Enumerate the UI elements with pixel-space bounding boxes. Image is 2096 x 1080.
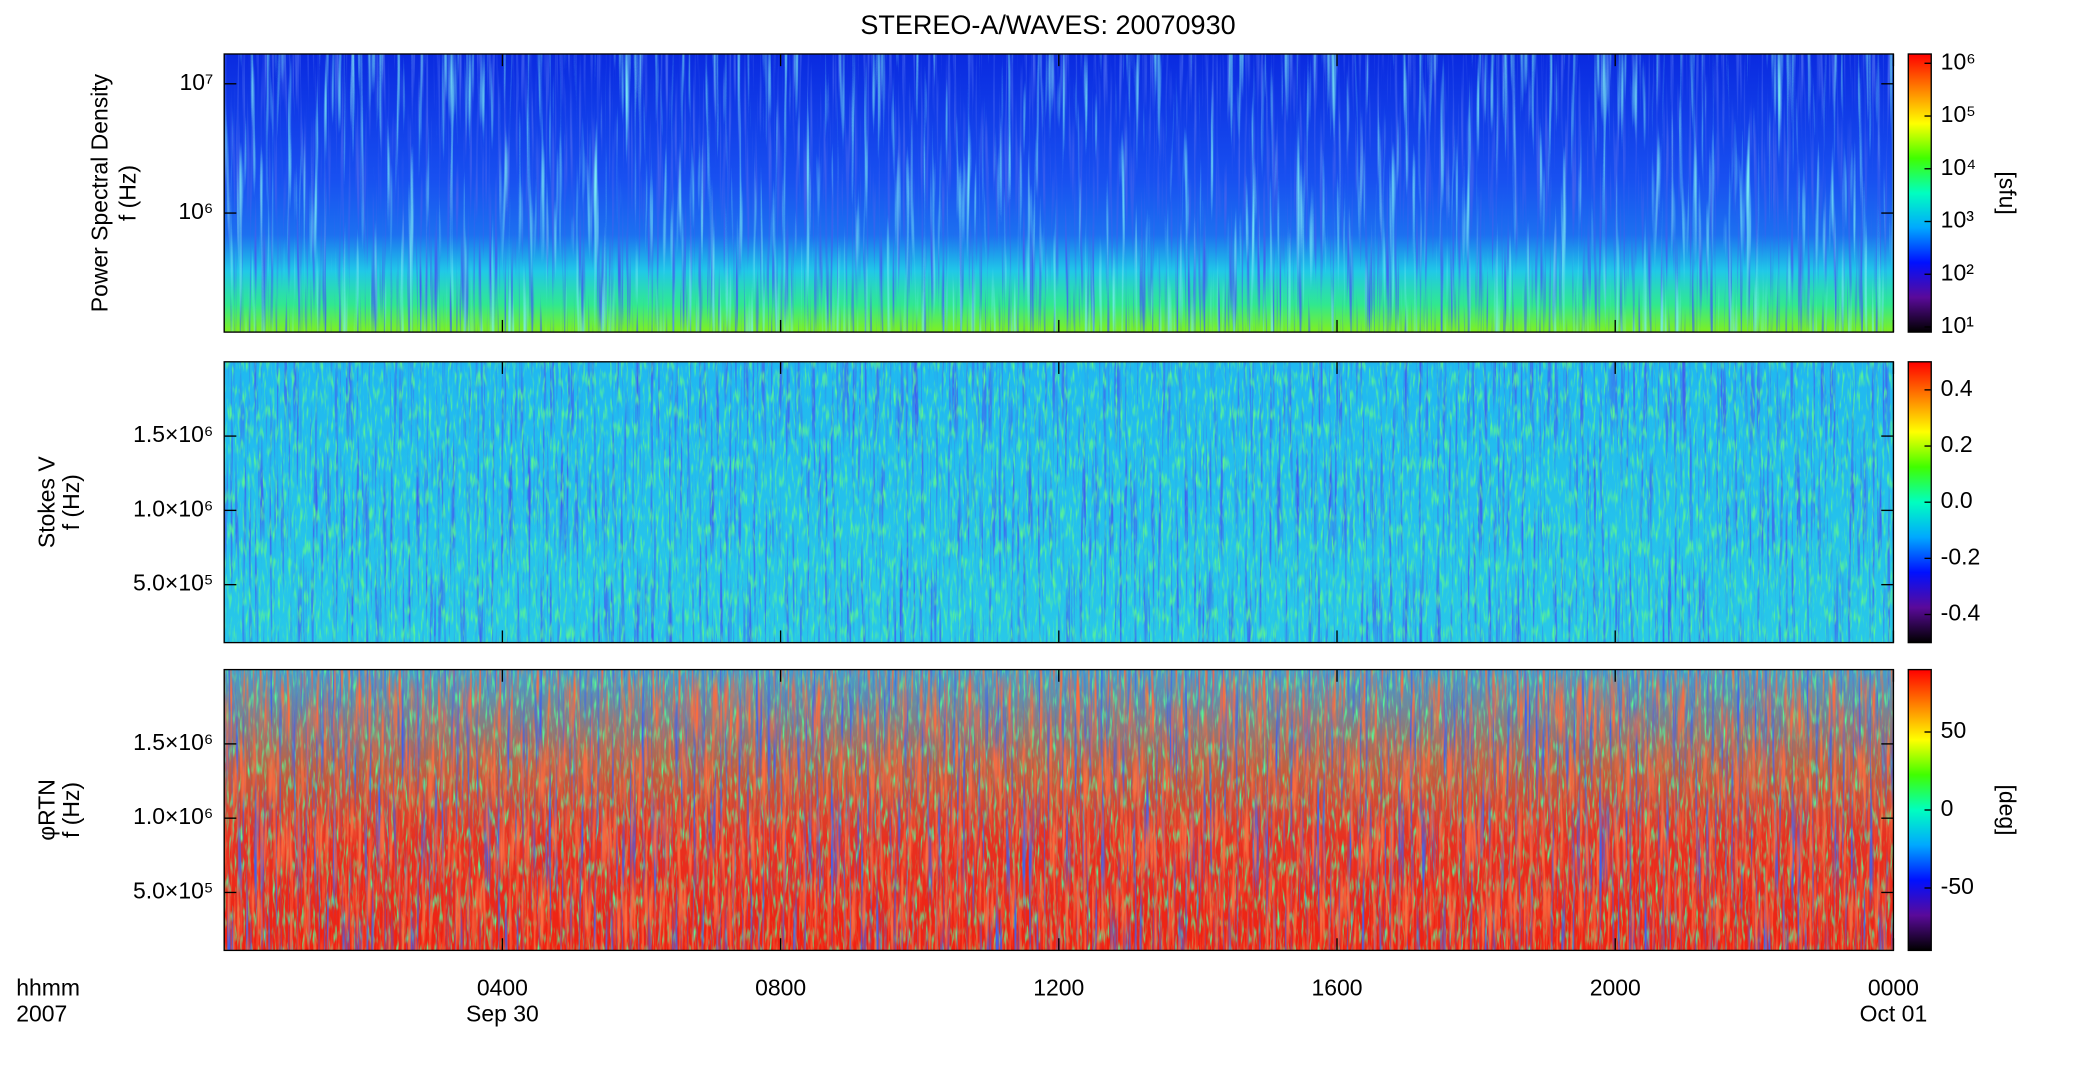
colorbar-tick-label: 10⁵ <box>1941 101 1976 127</box>
x-tick-label: 0000 <box>1868 975 1919 1001</box>
y-axis-label: f (Hz) <box>58 474 84 530</box>
y-axis-label: φRTN <box>34 779 60 841</box>
y-axis-label: Power Spectral Density <box>86 73 112 312</box>
colorbar-tick-label: 0 <box>1941 795 1954 821</box>
y-tick-label: 10⁷ <box>180 69 214 95</box>
colorbar-tick-label: -0.4 <box>1941 600 1981 626</box>
y-tick-label: 1.5×10⁶ <box>133 421 213 447</box>
y-tick-label: 5.0×10⁵ <box>133 570 213 596</box>
colorbar-tick-label: 0.2 <box>1941 431 1973 457</box>
colorbar-tick-label: 10¹ <box>1941 312 1975 338</box>
x-tick-label: 1200 <box>1033 975 1084 1001</box>
x-date-label: Sep 30 <box>466 1000 539 1026</box>
colorbar-tick-label: 10³ <box>1941 207 1975 233</box>
y-tick-label: 1.0×10⁶ <box>133 803 213 829</box>
colorbar-tick-label: -50 <box>1941 873 1974 899</box>
colorbar-tick-label: 10⁶ <box>1941 48 1976 74</box>
spectrogram-texture <box>224 361 1894 643</box>
x-date-label: Oct 01 <box>1860 1000 1928 1026</box>
colorbar-tick-label: 0.0 <box>1941 487 1973 513</box>
colorbar-tick-label: 50 <box>1941 717 1967 743</box>
colorbar-label: [deg] <box>1994 784 2020 835</box>
x-tick-label: 0800 <box>755 975 806 1001</box>
colorbar-label: [sfu] <box>1994 171 2020 214</box>
spectrogram-texture <box>224 669 1894 951</box>
y-axis-label: Stokes V <box>34 456 60 548</box>
y-axis-label: f (Hz) <box>58 782 84 838</box>
colorbar-tick-label: 10² <box>1941 259 1975 285</box>
y-tick-label: 1.0×10⁶ <box>133 495 213 521</box>
y-tick-label: 1.5×10⁶ <box>133 729 213 755</box>
y-tick-label: 5.0×10⁵ <box>133 878 213 904</box>
x-tick-label: 0400 <box>477 975 528 1001</box>
x-year-label: 2007 <box>16 1000 67 1026</box>
x-tick-label: 2000 <box>1590 975 1641 1001</box>
colorbar-tick-label: 10⁴ <box>1941 154 1976 180</box>
colorbar-tick-label: -0.2 <box>1941 543 1981 569</box>
x-unit-label: hhmm <box>16 975 80 1001</box>
chart-title: STEREO-A/WAVES: 20070930 <box>860 10 1235 40</box>
colorbar <box>1907 53 1932 333</box>
colorbar-tick-label: 0.4 <box>1941 375 1973 401</box>
x-tick-label: 1600 <box>1311 975 1362 1001</box>
y-tick-label: 10⁶ <box>178 198 213 224</box>
y-axis-label: f (Hz) <box>115 165 141 221</box>
spectrogram-texture <box>224 54 1894 333</box>
